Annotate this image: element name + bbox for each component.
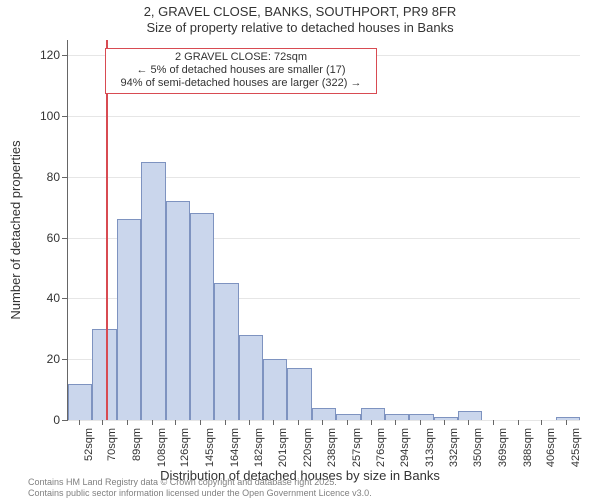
y-tick-mark bbox=[62, 55, 67, 56]
x-tick-mark bbox=[541, 420, 542, 425]
y-tick-label: 20 bbox=[0, 352, 60, 366]
y-tick-label: 80 bbox=[0, 170, 60, 184]
y-tick-mark bbox=[62, 116, 67, 117]
credits-line-2: Contains public sector information licen… bbox=[28, 488, 372, 498]
y-tick-mark bbox=[62, 420, 67, 421]
annotation-line-1: 2 GRAVEL CLOSE: 72sqm bbox=[112, 51, 370, 64]
x-tick-mark bbox=[493, 420, 494, 425]
histogram-bar bbox=[458, 411, 482, 420]
x-tick-mark bbox=[102, 420, 103, 425]
plot-area bbox=[67, 40, 580, 421]
histogram-bar bbox=[287, 368, 311, 420]
y-tick-label: 120 bbox=[0, 48, 60, 62]
y-tick-label: 0 bbox=[0, 413, 60, 427]
x-tick-label: 182sqm bbox=[253, 428, 265, 488]
x-tick-mark bbox=[322, 420, 323, 425]
x-tick-label: 126sqm bbox=[179, 428, 191, 488]
x-tick-mark bbox=[127, 420, 128, 425]
threshold-line bbox=[106, 40, 108, 420]
y-tick-label: 60 bbox=[0, 231, 60, 245]
x-tick-label: 145sqm bbox=[204, 428, 216, 488]
x-tick-label: 332sqm bbox=[448, 428, 460, 488]
histogram-bar bbox=[141, 162, 165, 420]
x-tick-mark bbox=[518, 420, 519, 425]
x-tick-label: 52sqm bbox=[83, 428, 95, 488]
x-tick-label: 108sqm bbox=[156, 428, 168, 488]
title-line-1: 2, GRAVEL CLOSE, BANKS, SOUTHPORT, PR9 8… bbox=[0, 4, 600, 20]
x-tick-mark bbox=[566, 420, 567, 425]
x-tick-label: 89sqm bbox=[131, 428, 143, 488]
x-tick-label: 369sqm bbox=[497, 428, 509, 488]
x-tick-label: 406sqm bbox=[545, 428, 557, 488]
x-tick-mark bbox=[249, 420, 250, 425]
y-tick-mark bbox=[62, 298, 67, 299]
x-tick-mark bbox=[395, 420, 396, 425]
x-tick-label: 313sqm bbox=[424, 428, 436, 488]
x-tick-label: 238sqm bbox=[326, 428, 338, 488]
x-tick-label: 350sqm bbox=[472, 428, 484, 488]
histogram-bar bbox=[214, 283, 238, 420]
y-tick-mark bbox=[62, 359, 67, 360]
chart-title-block: 2, GRAVEL CLOSE, BANKS, SOUTHPORT, PR9 8… bbox=[0, 4, 600, 37]
histogram-bar bbox=[239, 335, 263, 420]
annotation-box: 2 GRAVEL CLOSE: 72sqm ← 5% of detached h… bbox=[105, 48, 377, 94]
credits-block: Contains HM Land Registry data © Crown c… bbox=[28, 477, 372, 498]
x-tick-mark bbox=[273, 420, 274, 425]
histogram-bar bbox=[263, 359, 287, 420]
x-tick-mark bbox=[444, 420, 445, 425]
histogram-bar bbox=[92, 329, 116, 420]
histogram-bar bbox=[117, 219, 141, 420]
x-tick-mark bbox=[298, 420, 299, 425]
histogram-bar bbox=[312, 408, 336, 420]
y-tick-mark bbox=[62, 238, 67, 239]
x-tick-label: 388sqm bbox=[522, 428, 534, 488]
y-gridline bbox=[68, 420, 580, 421]
annotation-line-3: 94% of semi-detached houses are larger (… bbox=[112, 77, 370, 90]
x-tick-label: 425sqm bbox=[570, 428, 582, 488]
x-tick-mark bbox=[468, 420, 469, 425]
x-tick-label: 70sqm bbox=[106, 428, 118, 488]
x-tick-mark bbox=[225, 420, 226, 425]
y-tick-mark bbox=[62, 177, 67, 178]
histogram-bar bbox=[190, 213, 214, 420]
x-tick-mark bbox=[152, 420, 153, 425]
credits-line-1: Contains HM Land Registry data © Crown c… bbox=[28, 477, 372, 487]
histogram-bar bbox=[336, 414, 360, 420]
histogram-bar bbox=[556, 417, 580, 420]
x-tick-label: 294sqm bbox=[399, 428, 411, 488]
y-gridline bbox=[68, 116, 580, 117]
x-tick-mark bbox=[79, 420, 80, 425]
x-tick-mark bbox=[420, 420, 421, 425]
histogram-bar bbox=[409, 414, 433, 420]
x-tick-label: 220sqm bbox=[302, 428, 314, 488]
annotation-line-2: ← 5% of detached houses are smaller (17) bbox=[112, 64, 370, 77]
x-tick-mark bbox=[200, 420, 201, 425]
histogram-bar bbox=[434, 417, 458, 420]
histogram-bar bbox=[385, 414, 409, 420]
y-tick-label: 40 bbox=[0, 291, 60, 305]
histogram-bar bbox=[68, 384, 92, 420]
x-tick-mark bbox=[175, 420, 176, 425]
x-tick-label: 164sqm bbox=[229, 428, 241, 488]
y-tick-label: 100 bbox=[0, 109, 60, 123]
x-tick-mark bbox=[347, 420, 348, 425]
x-tick-label: 201sqm bbox=[277, 428, 289, 488]
x-tick-label: 257sqm bbox=[351, 428, 363, 488]
histogram-bar bbox=[166, 201, 190, 420]
x-tick-label: 276sqm bbox=[375, 428, 387, 488]
histogram-bar bbox=[361, 408, 385, 420]
x-tick-mark bbox=[371, 420, 372, 425]
title-line-2: Size of property relative to detached ho… bbox=[0, 20, 600, 36]
